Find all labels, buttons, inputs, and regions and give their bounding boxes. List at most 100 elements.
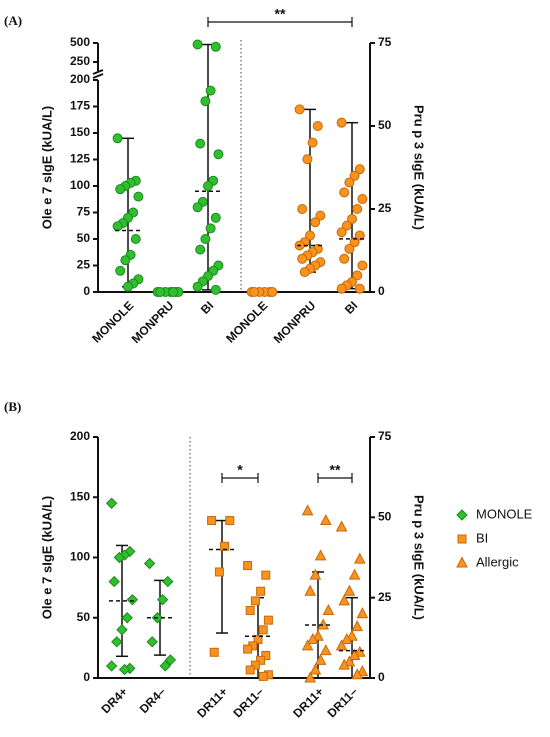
data-point (310, 217, 321, 228)
data-point (115, 265, 126, 276)
y-tick-label: 175 (70, 99, 90, 113)
y-tick-label: 100 (70, 550, 90, 564)
data-point (344, 177, 355, 188)
legend-label: BI (476, 530, 488, 545)
data-point (338, 658, 351, 670)
axis-break (92, 73, 104, 79)
x-tick-label: DR4+ (99, 684, 131, 716)
legend-label: MONOLE (476, 506, 533, 521)
y-tick-label: 250 (70, 54, 90, 68)
data-point (261, 570, 271, 580)
y-tick-label: 25 (77, 258, 91, 272)
x-tick-label: MONPRU (271, 298, 319, 346)
data-point (209, 647, 219, 657)
data-point (146, 636, 158, 648)
data-point (354, 283, 365, 294)
data-point (205, 223, 216, 234)
data-point (354, 230, 365, 241)
y-tick-label: 50 (77, 231, 91, 245)
data-point (315, 210, 326, 221)
data-point (113, 551, 126, 564)
data-point (192, 202, 203, 213)
data-point (220, 541, 230, 551)
data-point (343, 584, 356, 596)
data-point (243, 561, 253, 571)
data-point (343, 655, 356, 667)
data-point (192, 281, 203, 292)
y-tick-label: 150 (70, 489, 90, 503)
data-point (200, 234, 211, 244)
data-point (335, 520, 348, 532)
x-tick-label: DR4– (137, 684, 169, 716)
data-point (253, 634, 263, 644)
data-point (195, 244, 206, 255)
data-point (116, 624, 128, 636)
significance-label: * (237, 462, 243, 478)
data-point (203, 181, 213, 191)
data-point (336, 117, 347, 128)
axis-break (92, 69, 104, 75)
data-point (192, 39, 203, 50)
data-point (304, 584, 317, 596)
x-tick-label: BI (198, 298, 216, 316)
y-tick-label: 75 (77, 205, 91, 219)
legend-marker (457, 534, 467, 544)
data-point (105, 497, 118, 509)
data-point (207, 516, 217, 526)
y-tick-label: 100 (70, 178, 90, 192)
y-tick-label: 500 (70, 35, 90, 49)
data-point (351, 620, 364, 632)
data-point (309, 568, 322, 580)
x-tick-label: DR11– (231, 684, 267, 720)
y2-tick-label: 50 (378, 118, 392, 132)
data-point (168, 287, 179, 297)
data-point (214, 567, 224, 577)
data-point (346, 629, 358, 641)
data-point (314, 549, 327, 561)
data-point (267, 287, 278, 297)
data-point (297, 253, 308, 264)
x-tick-label: DR11+ (194, 684, 230, 720)
data-point (336, 227, 347, 238)
data-point (353, 645, 366, 657)
data-point (258, 671, 268, 681)
y-tick-label: 0 (83, 284, 90, 298)
data-point (344, 243, 355, 254)
y-tick-label: 0 (83, 670, 90, 684)
legend-label: Allergic (476, 554, 519, 569)
data-point (118, 663, 131, 676)
data-point (112, 133, 123, 144)
y-tick-label: 200 (70, 429, 90, 443)
y-tick-label: 125 (70, 152, 90, 166)
y2-tick-label: 25 (378, 590, 392, 604)
data-point (130, 234, 141, 244)
data-point (210, 212, 221, 223)
data-point (349, 237, 360, 248)
data-point (263, 615, 273, 625)
data-point (250, 596, 260, 606)
data-point (256, 586, 266, 596)
data-point (348, 568, 361, 580)
data-point (304, 671, 317, 683)
y-tick-label: 50 (77, 610, 91, 624)
data-point (339, 187, 350, 198)
data-point (349, 170, 360, 181)
data-point (210, 284, 221, 295)
data-point (205, 85, 216, 96)
data-point (195, 138, 206, 149)
data-point (250, 660, 260, 670)
data-point (245, 665, 255, 675)
data-point (357, 194, 368, 205)
data-point (340, 632, 353, 644)
x-tick-label: DR11– (325, 684, 361, 720)
data-point (353, 552, 366, 564)
data-point (133, 191, 144, 202)
data-point (108, 575, 120, 588)
data-point (258, 625, 268, 635)
data-point (306, 632, 319, 644)
data-point (143, 557, 156, 570)
y2-tick-label: 25 (378, 201, 392, 215)
data-point (348, 648, 361, 661)
data-point (225, 516, 235, 526)
data-point (213, 149, 224, 160)
